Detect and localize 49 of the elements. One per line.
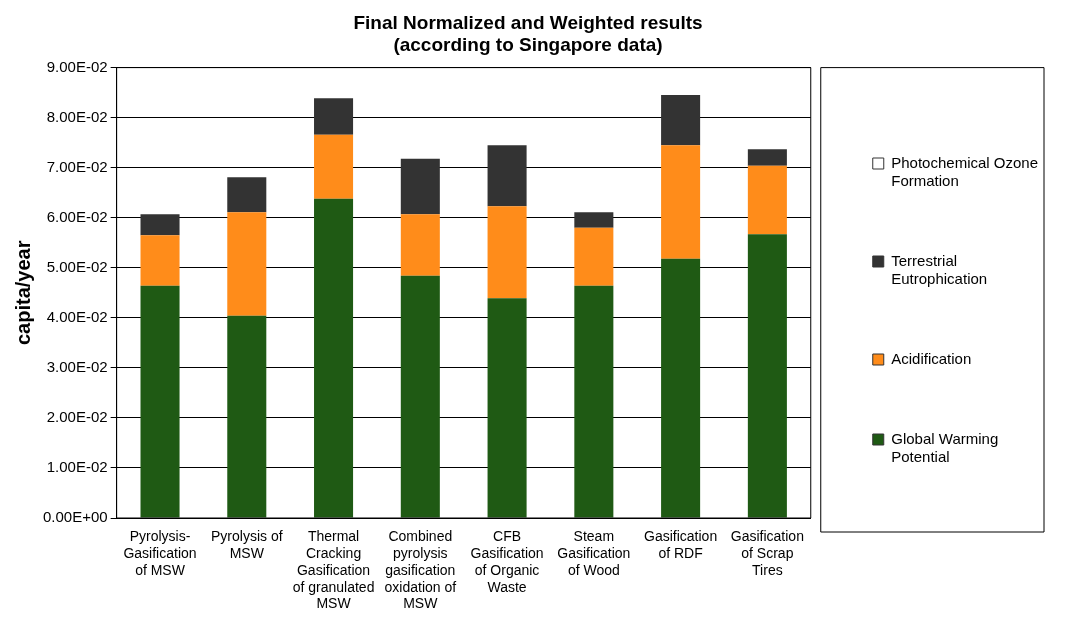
legend-label: Photochemical Ozone Formation (891, 153, 1038, 189)
y-tick-label: 6.00E-02 (46, 207, 108, 225)
bar (661, 145, 701, 259)
bar (574, 212, 614, 228)
bar (227, 315, 267, 518)
y-tick-label: 1.00E-02 (46, 458, 108, 476)
bar (314, 198, 354, 518)
bar (747, 165, 787, 235)
bar (140, 235, 180, 286)
chart-title: Final Normalized and Weighted results (353, 11, 703, 33)
chart-subtitle: (according to Singapore data) (393, 34, 663, 56)
y-tick-label: 4.00E-02 (46, 307, 108, 325)
y-tick-label: 8.00E-02 (46, 107, 108, 125)
y-axis-title: capita/year (11, 240, 34, 346)
x-tick-label: Pyrolysis-Gasification of MSW (123, 528, 197, 578)
bar (227, 212, 267, 316)
bar (487, 206, 527, 299)
y-tick-label: 3.00E-02 (46, 358, 108, 376)
y-tick-label: 7.00E-02 (46, 157, 108, 175)
bar (747, 149, 787, 166)
legend-label: Global Warming Potential (891, 429, 999, 465)
bar (400, 158, 440, 215)
legend-label: Terrestrial Eutrophication (891, 251, 988, 287)
bar (140, 214, 180, 236)
y-tick-label: 0.00E+00 (42, 508, 108, 526)
bar (400, 214, 440, 276)
bar (227, 177, 267, 213)
bar (661, 258, 701, 518)
x-tick-label: Thermal Cracking Gasification of granulated MSW (292, 528, 375, 612)
bar (314, 98, 354, 135)
x-tick-label: Gasification of RDF (644, 528, 718, 562)
legend-label: Acidification (891, 349, 972, 367)
bar (747, 234, 787, 518)
bar (574, 285, 614, 518)
y-tick-label: 2.00E-02 (46, 408, 108, 426)
bar (314, 134, 354, 199)
x-tick-label: Combined pyrolysis gasification oxidation of MSW (384, 528, 457, 612)
bar (574, 227, 614, 286)
bar (140, 285, 180, 518)
x-tick-label: Pyrolysis of MSW (211, 528, 283, 562)
bar (487, 145, 527, 207)
y-tick-label: 5.00E-02 (46, 257, 108, 275)
x-tick-label: Gasification of Scrap Tires (730, 528, 804, 578)
y-tick-label: 9.00E-02 (46, 57, 108, 75)
bar (487, 298, 527, 518)
bar (661, 95, 701, 146)
x-tick-label: Steam Gasification of Wood (557, 528, 631, 578)
x-tick-label: CFB Gasification of Organic Waste (470, 528, 544, 595)
bar (400, 275, 440, 518)
